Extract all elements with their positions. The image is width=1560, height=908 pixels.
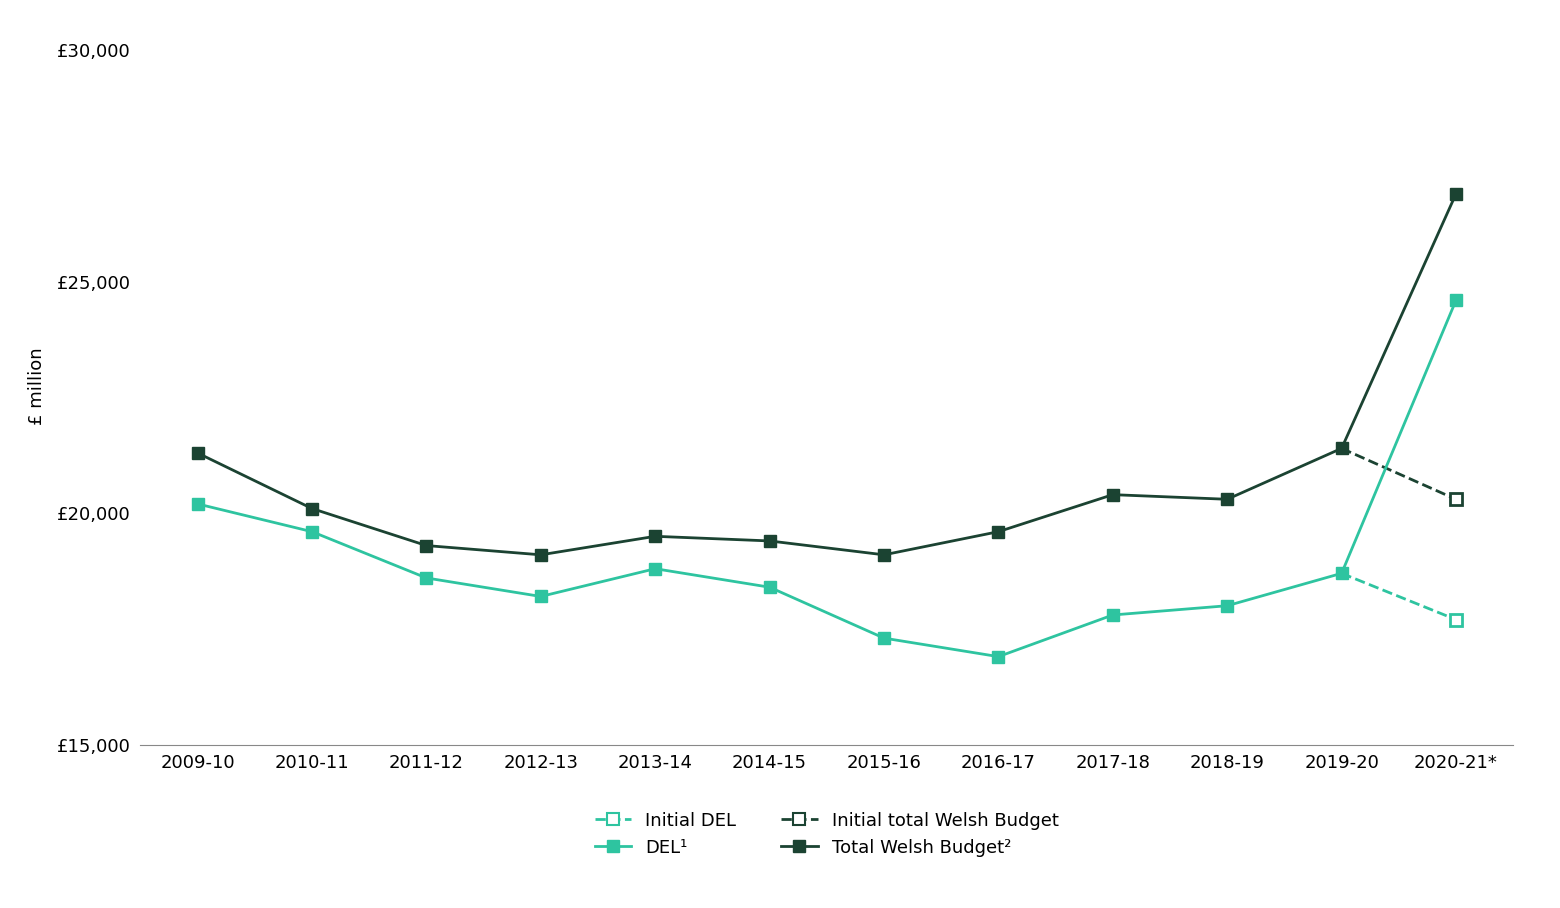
Y-axis label: £ million: £ million [28,347,45,425]
Legend: Initial DEL, DEL¹, Initial total Welsh Budget, Total Welsh Budget²: Initial DEL, DEL¹, Initial total Welsh B… [588,804,1065,864]
